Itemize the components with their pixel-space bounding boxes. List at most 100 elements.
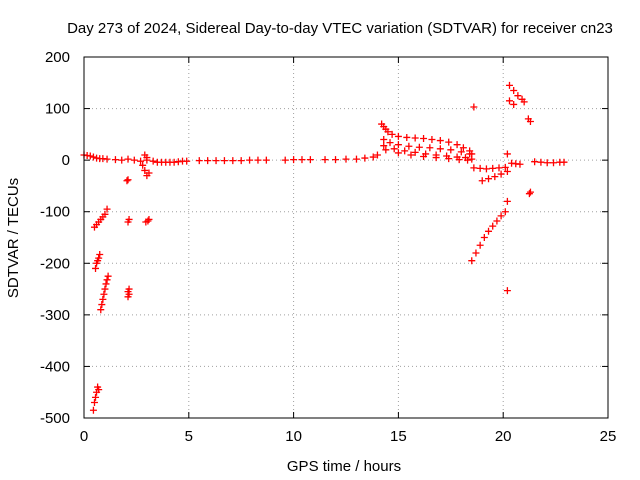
data-point — [505, 81, 513, 89]
data-point — [476, 241, 484, 249]
data-point — [246, 156, 254, 164]
data-point — [459, 144, 467, 152]
data-point — [415, 143, 423, 151]
data-point — [125, 215, 133, 223]
data-point — [489, 222, 497, 230]
y-tick-label: 200 — [45, 49, 70, 66]
data-point — [514, 92, 522, 100]
data-point — [104, 272, 112, 280]
x-tick-label: 5 — [185, 428, 193, 445]
data-point — [139, 161, 147, 169]
data-point — [254, 156, 262, 164]
x-tick-label: 0 — [80, 428, 88, 445]
data-point — [482, 165, 490, 173]
data-point — [531, 158, 539, 166]
data-point — [495, 164, 503, 172]
data-point — [89, 406, 97, 414]
data-point — [183, 157, 191, 165]
data-point — [420, 153, 428, 161]
x-tick-label: 25 — [600, 428, 617, 445]
data-point — [101, 210, 109, 218]
data-point — [501, 208, 509, 216]
data-point — [298, 156, 306, 164]
data-point — [86, 152, 94, 160]
data-point — [493, 217, 501, 225]
data-point — [560, 158, 568, 166]
data-point — [90, 399, 98, 407]
grid — [84, 57, 608, 418]
data-point — [432, 154, 440, 162]
data-point — [220, 157, 228, 165]
data-point — [92, 264, 100, 272]
data-point — [123, 177, 131, 185]
data-point — [525, 190, 533, 198]
data-point — [485, 175, 493, 183]
y-tick-label: 0 — [62, 152, 70, 169]
data-point — [470, 164, 478, 172]
data-point — [373, 151, 381, 159]
data-point — [386, 139, 394, 147]
data-point — [445, 138, 453, 146]
data-point — [290, 156, 298, 164]
data-point — [388, 130, 396, 138]
data-point — [361, 154, 369, 162]
data-point — [100, 290, 108, 298]
data-point — [436, 145, 444, 153]
y-tick-label: -300 — [40, 307, 70, 324]
data-point — [401, 147, 409, 155]
data-point — [405, 142, 413, 150]
chart-title: Day 273 of 2024, Sidereal Day-to-day VTE… — [67, 20, 613, 37]
data-point — [526, 117, 534, 125]
data-point — [503, 287, 511, 295]
data-point — [480, 234, 488, 241]
data-point — [229, 157, 237, 165]
data-point — [149, 157, 157, 165]
data-point — [411, 134, 419, 142]
data-point — [420, 134, 428, 142]
y-tick-label: 100 — [45, 101, 70, 118]
data-point — [478, 177, 486, 185]
data-point — [520, 98, 528, 106]
data-point — [369, 153, 377, 161]
data-point — [491, 173, 499, 181]
x-tick-label: 20 — [495, 428, 512, 445]
data-point — [503, 167, 511, 175]
x-axis-label: GPS time / hours — [287, 458, 401, 475]
data-point — [464, 156, 472, 164]
data-point — [537, 158, 545, 166]
data-point — [505, 97, 513, 105]
y-tick-label: -400 — [40, 358, 70, 375]
data-point — [489, 164, 497, 172]
data-point — [102, 280, 110, 288]
data-point — [543, 159, 551, 167]
data-point — [526, 188, 534, 196]
data-point — [472, 249, 480, 257]
data-point — [497, 212, 505, 220]
data-point — [428, 136, 436, 144]
data-point — [332, 156, 340, 164]
data-points — [80, 81, 568, 414]
data-point — [92, 393, 100, 401]
data-point — [103, 155, 111, 163]
data-point — [384, 128, 392, 136]
data-point — [380, 136, 388, 144]
data-point — [394, 149, 402, 157]
data-point — [403, 133, 411, 141]
data-point — [390, 145, 398, 153]
data-point — [111, 156, 119, 164]
data-point — [144, 217, 152, 225]
data-point — [124, 155, 132, 163]
data-point — [103, 205, 111, 213]
data-point — [468, 257, 476, 265]
data-point — [503, 197, 511, 205]
data-point — [382, 146, 390, 154]
data-point — [141, 166, 149, 174]
data-point — [89, 153, 97, 161]
data-point — [101, 285, 109, 293]
data-point — [97, 306, 105, 314]
data-point — [503, 150, 511, 158]
data-point — [394, 141, 402, 149]
data-point — [436, 137, 444, 145]
data-point — [497, 170, 505, 178]
